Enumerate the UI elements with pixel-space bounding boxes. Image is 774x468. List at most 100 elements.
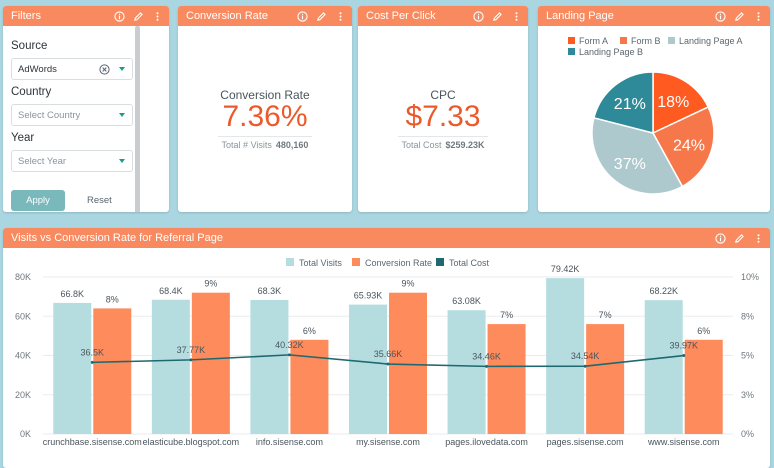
- kpi-title: Conversion Rate: [220, 88, 310, 102]
- legend-swatch: [436, 258, 444, 266]
- bar-label: 63.08K: [452, 296, 481, 306]
- bar-label: 8%: [106, 294, 119, 304]
- edit-icon[interactable]: [734, 233, 745, 244]
- kpi-divider: [218, 136, 312, 137]
- source-select[interactable]: AdWords: [11, 58, 133, 80]
- apply-button[interactable]: Apply: [11, 190, 65, 211]
- legend-label: Landing Page A: [679, 36, 743, 46]
- bar-conversion-rate: [191, 292, 230, 434]
- line-point: [583, 364, 587, 368]
- bar-label: 6%: [303, 326, 316, 336]
- info-icon[interactable]: [114, 10, 125, 22]
- chevron-down-icon: [119, 67, 125, 71]
- more-menu-icon[interactable]: [753, 233, 764, 244]
- bar-label: 79.42K: [551, 264, 580, 274]
- y-axis-left-tick: 0K: [20, 429, 31, 439]
- legend-swatch: [668, 37, 675, 44]
- conversion-rate-header-title: Conversion Rate: [186, 10, 268, 22]
- chevron-down-icon: [119, 159, 125, 163]
- bar-conversion-rate: [586, 324, 625, 434]
- filters-header: Filters: [3, 6, 169, 26]
- year-label: Year: [11, 132, 35, 144]
- bar-label: 66.8K: [61, 289, 85, 299]
- bar-conversion-rate: [389, 292, 427, 434]
- info-icon[interactable]: [715, 232, 726, 244]
- year-placeholder: Select Year: [18, 155, 67, 167]
- bar-label: 7%: [500, 310, 513, 320]
- y-axis-left-tick: 40K: [15, 351, 31, 361]
- year-select[interactable]: Select Year: [11, 150, 133, 172]
- info-icon[interactable]: [715, 10, 726, 22]
- legend-label: Form A: [579, 36, 608, 46]
- bar-label: 9%: [401, 279, 414, 289]
- cost-per-click-widget: Cost Per Click CPC $7.33 Total Cost $259.…: [358, 6, 528, 212]
- kpi-sub-label: Total Cost: [401, 140, 442, 150]
- landing-page-header: Landing Page: [538, 6, 770, 26]
- bar-label: 9%: [204, 279, 217, 289]
- pie-slice: [652, 71, 710, 135]
- pie-slice-label: 21%: [614, 96, 646, 113]
- filters-scrollbar[interactable]: [135, 26, 140, 212]
- landing-page-widget: Landing Page Form A Form B Landing Page A L…: [538, 6, 770, 212]
- edit-icon[interactable]: [133, 11, 144, 22]
- line-point: [287, 353, 291, 357]
- x-axis-tick: crunchbase.sisense.com: [43, 437, 142, 447]
- line-point: [682, 354, 686, 358]
- legend-label: Total Visits: [299, 258, 342, 268]
- country-select[interactable]: Select Country: [11, 104, 133, 126]
- legend-label: Total Cost: [449, 258, 490, 268]
- edit-icon[interactable]: [492, 11, 503, 22]
- line-point: [189, 358, 193, 362]
- info-icon[interactable]: [473, 10, 484, 22]
- more-menu-icon[interactable]: [511, 11, 522, 22]
- x-axis-tick: pages.ilovedata.com: [445, 437, 528, 447]
- source-value: AdWords: [18, 63, 57, 75]
- line-point: [485, 364, 489, 368]
- more-menu-icon[interactable]: [753, 11, 764, 22]
- legend-swatch: [286, 258, 294, 266]
- conversion-rate-widget: Conversion Rate Conversion Rate 7.36% To…: [178, 6, 352, 212]
- reset-button[interactable]: Reset: [87, 195, 112, 206]
- more-menu-icon[interactable]: [335, 11, 346, 22]
- edit-icon[interactable]: [734, 11, 745, 22]
- clear-icon[interactable]: [99, 64, 110, 75]
- bar-label: 65.93K: [354, 291, 383, 301]
- bar-label: 68.22K: [649, 286, 678, 296]
- legend-swatch: [568, 37, 575, 44]
- line-label: 34.46K: [472, 351, 501, 361]
- visits-vs-conversion-header-title: Visits vs Conversion Rate for Referral P…: [11, 232, 223, 244]
- bar-total-visits: [250, 299, 289, 434]
- line-label: 35.66K: [374, 349, 403, 359]
- y-axis-right-tick: 10%: [741, 272, 759, 282]
- kpi-subtitle: Total Cost $259.23K: [358, 140, 528, 150]
- pie-slice-label: 37%: [614, 156, 646, 173]
- bar-total-visits: [644, 300, 683, 434]
- y-axis-left-tick: 80K: [15, 272, 31, 282]
- line-label: 39.97K: [669, 341, 698, 351]
- x-axis-tick: elasticube.blogspot.com: [143, 437, 240, 447]
- country-label: Country: [11, 86, 52, 98]
- bar-conversion-rate: [290, 339, 329, 434]
- line-label: 40.32K: [275, 340, 304, 350]
- kpi-title: CPC: [430, 88, 456, 102]
- landing-page-header-title: Landing Page: [546, 10, 614, 22]
- legend-label: Form B: [631, 36, 661, 46]
- cost-per-click-body: CPC $7.33 Total Cost $259.23K: [358, 26, 528, 212]
- bar-conversion-rate: [684, 339, 723, 434]
- more-menu-icon[interactable]: [152, 11, 163, 22]
- chevron-down-icon: [119, 113, 125, 117]
- edit-icon[interactable]: [316, 11, 327, 22]
- line-label: 34.54K: [571, 351, 600, 361]
- kpi-value: $7.33: [405, 100, 481, 133]
- y-axis-right-tick: 0%: [741, 429, 754, 439]
- legend-swatch: [352, 258, 360, 266]
- legend-label: Landing Page B: [579, 47, 643, 57]
- bar-total-visits: [53, 302, 92, 434]
- y-axis-left-tick: 60K: [15, 311, 31, 321]
- line-label: 36.5K: [81, 347, 105, 357]
- line-point: [386, 362, 390, 366]
- legend-swatch: [568, 48, 575, 55]
- x-axis-tick: www.sisense.com: [647, 437, 720, 447]
- info-icon[interactable]: [297, 10, 308, 22]
- visits-vs-conversion-chart: Total Visits Conversion Rate Total Cost 0K 0…: [15, 258, 759, 447]
